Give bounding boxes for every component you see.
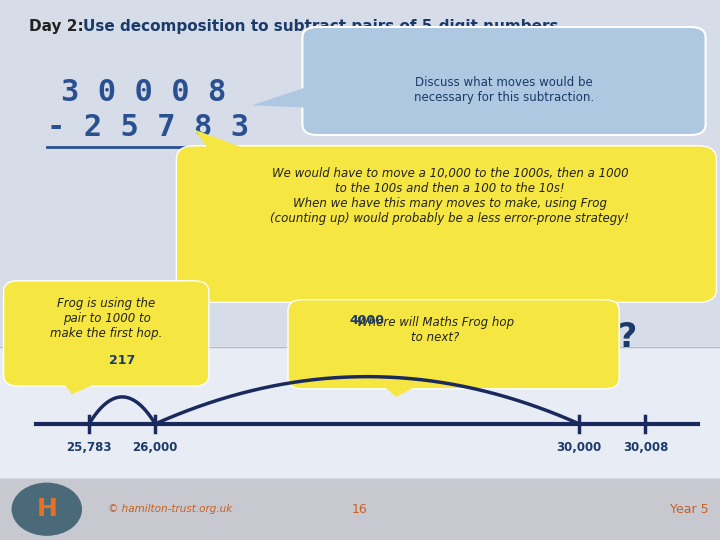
Text: - 2 5 7 8 3: - 2 5 7 8 3 [47,113,249,143]
Text: Where will Maths Frog hop
to next?: Where will Maths Frog hop to next? [357,316,514,344]
Text: 26,000: 26,000 [132,441,178,454]
FancyBboxPatch shape [0,346,720,478]
Polygon shape [374,378,432,397]
Text: ?: ? [618,321,637,354]
Text: H: H [37,497,57,521]
Polygon shape [58,375,115,394]
Text: © hamilton-trust.org.uk: © hamilton-trust.org.uk [108,504,233,514]
FancyBboxPatch shape [302,27,706,135]
Text: Discuss what moves would be
necessary for this subtraction.: Discuss what moves would be necessary fo… [414,76,594,104]
Text: 217: 217 [109,354,135,367]
Circle shape [12,483,81,535]
Polygon shape [252,84,317,108]
Polygon shape [194,130,274,159]
Text: Frog is using the
pair to 1000 to
make the first hop.: Frog is using the pair to 1000 to make t… [50,297,163,340]
Text: 4000: 4000 [350,314,384,327]
Text: 3 0 0 0 8: 3 0 0 0 8 [61,78,227,107]
Text: 25,783: 25,783 [66,441,112,454]
Text: Use decomposition to subtract pairs of 5-digit numbers.: Use decomposition to subtract pairs of 5… [83,19,564,34]
Text: We would have to move a 10,000 to the 1000s, then a 1000
to the 100s and then a : We would have to move a 10,000 to the 10… [271,167,629,225]
Text: Day 2:: Day 2: [29,19,89,34]
Text: 30,008: 30,008 [623,441,668,454]
FancyBboxPatch shape [288,300,619,389]
FancyBboxPatch shape [176,146,716,302]
FancyBboxPatch shape [0,479,720,540]
Text: Year 5: Year 5 [670,503,708,516]
Text: 16: 16 [352,503,368,516]
FancyBboxPatch shape [4,281,209,386]
Text: 30,000: 30,000 [557,441,602,454]
